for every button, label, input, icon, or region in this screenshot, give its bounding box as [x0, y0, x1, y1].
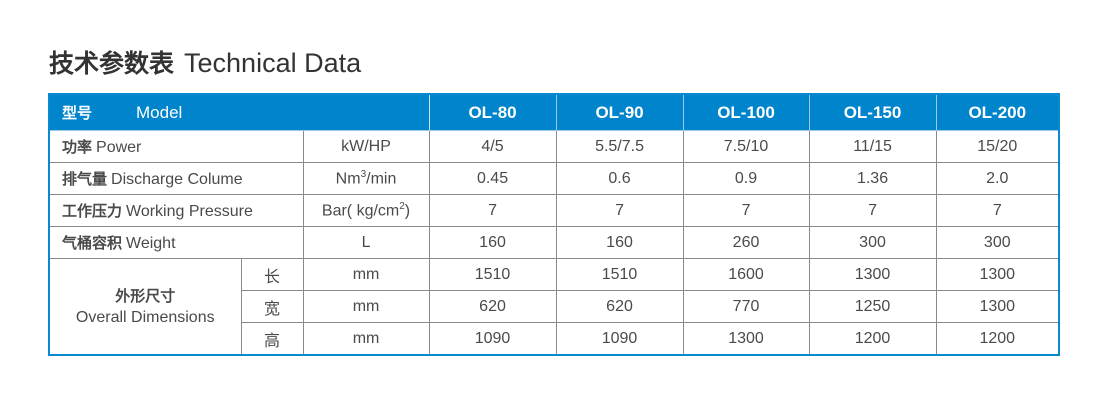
value-cell: 7 [682, 194, 810, 227]
unit-cell: Nm3/min [302, 162, 430, 195]
value-cell: 0.6 [555, 162, 684, 195]
value-cell: 7 [428, 194, 557, 227]
model-col: OL-200 [935, 93, 1060, 131]
value-cell: 1510 [428, 258, 557, 291]
value-cell: 4/5 [428, 130, 557, 163]
value-cell: 11/15 [808, 130, 937, 163]
value-cell: 260 [682, 226, 810, 259]
header-row: 型号 Model OL-80 OL-90 OL-100 OL-150 OL-200 [48, 93, 1060, 131]
table-row: 工作压力 Working Pressure Bar( kg/cm2) 7 7 7 … [48, 194, 1060, 227]
row-label: 功率 Power [48, 130, 304, 163]
dimension-label: 高 [240, 322, 304, 356]
value-cell: 300 [935, 226, 1060, 259]
value-cell: 0.9 [682, 162, 810, 195]
value-cell: 2.0 [935, 162, 1060, 195]
value-cell: 620 [428, 290, 557, 323]
value-cell: 1600 [682, 258, 810, 291]
table-row: 气桶容积 Weight L 160 160 260 300 300 [48, 226, 1060, 259]
page-title: 技术参数表 Technical Data [49, 44, 361, 80]
value-cell: 1300 [935, 258, 1060, 291]
value-cell: 1300 [808, 258, 937, 291]
table-row: 排气量 Discharge Colume Nm3/min 0.45 0.6 0.9… [48, 162, 1060, 195]
value-cell: 7.5/10 [682, 130, 810, 163]
value-cell: 620 [555, 290, 684, 323]
value-cell: 1090 [428, 322, 557, 356]
unit-cell: mm [302, 258, 430, 291]
value-cell: 300 [808, 226, 937, 259]
table-row: 高 mm 1090 1090 1300 1200 1200 [49, 322, 1060, 356]
unit-cell: mm [302, 322, 430, 356]
value-cell: 1.36 [808, 162, 937, 195]
dimension-label: 宽 [240, 290, 304, 323]
model-col: OL-80 [428, 93, 557, 131]
table-row: 功率 Power kW/HP 4/5 5.5/7.5 7.5/10 11/15 1… [48, 130, 1060, 163]
value-cell: 5.5/7.5 [555, 130, 684, 163]
unit-cell: kW/HP [302, 130, 430, 163]
unit-cell: mm [302, 290, 430, 323]
value-cell: 15/20 [935, 130, 1060, 163]
dimension-label: 长 [240, 258, 304, 291]
value-cell: 1090 [555, 322, 684, 356]
row-label: 气桶容积 Weight [48, 226, 304, 259]
row-label: 工作压力 Working Pressure [48, 194, 304, 227]
dimensions-label: 外形尺寸 Overall Dimensions [48, 258, 242, 356]
unit-cell: Bar( kg/cm2) [302, 194, 430, 227]
value-cell: 1510 [555, 258, 684, 291]
model-col: OL-100 [682, 93, 810, 131]
value-cell: 0.45 [428, 162, 557, 195]
unit-cell: L [302, 226, 430, 259]
value-cell: 160 [428, 226, 557, 259]
model-col: OL-90 [555, 93, 684, 131]
value-cell: 1250 [808, 290, 937, 323]
model-col: OL-150 [808, 93, 937, 131]
value-cell: 1200 [808, 322, 937, 356]
value-cell: 1300 [682, 322, 810, 356]
value-cell: 1200 [935, 322, 1060, 356]
model-label: 型号 Model [48, 93, 430, 131]
value-cell: 1300 [935, 290, 1060, 323]
title-zh: 技术参数表 [49, 49, 175, 78]
value-cell: 7 [555, 194, 684, 227]
technical-data-table: 型号 Model OL-80 OL-90 OL-100 OL-150 OL-200… [48, 93, 1061, 356]
value-cell: 160 [555, 226, 684, 259]
title-en: Technical Data [184, 48, 362, 78]
value-cell: 770 [682, 290, 810, 323]
value-cell: 7 [935, 194, 1060, 227]
table-row: 宽 mm 620 620 770 1250 1300 [49, 290, 1060, 323]
row-label: 排气量 Discharge Colume [48, 162, 304, 195]
value-cell: 7 [808, 194, 937, 227]
table-row: 外形尺寸 Overall Dimensions 长 mm 1510 1510 16… [48, 258, 1060, 356]
